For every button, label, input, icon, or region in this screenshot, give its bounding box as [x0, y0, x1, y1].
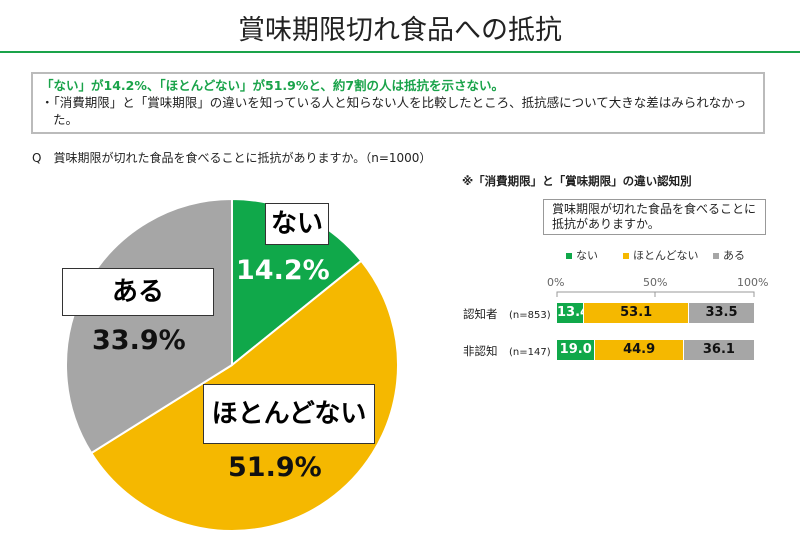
summary-box: 「ない」が14.2%、「ほとんどない」が51.9%と、約7割の人は抵抗を示さない…: [31, 72, 765, 134]
bar-segment-aru: 33.5: [689, 303, 754, 323]
legend-hotondo: ほとんどない: [623, 247, 698, 263]
bar-segment-aru: 36.1: [683, 340, 754, 360]
legend-swatch: [713, 253, 719, 259]
tick-50: 50%: [643, 276, 668, 289]
summary-bullet: ・「消費期限」と「賞味期限」の違いを知っている人と知らない人を比較したところ、抵…: [41, 95, 747, 127]
tick-0: 0%: [547, 276, 565, 289]
question-text: Q 賞味期限が切れた食品を食べることに抵抗がありますか。（n=1000）: [32, 151, 432, 165]
bar-question-box: 賞味期限が切れた食品を食べることに抵抗がありますか。: [543, 199, 766, 235]
tick-100: 100%: [737, 276, 769, 289]
summary-highlight: 「ない」が14.2%、「ほとんどない」が51.9%と、約7割の人は抵抗を示さない…: [41, 78, 505, 93]
row-label-ninchisha: 認知者 (n=853): [463, 307, 551, 321]
title-underline: [0, 51, 800, 53]
legend-aru: ある: [713, 247, 745, 263]
bar-segment-nai: 19.0: [557, 340, 595, 360]
bar-segment-hotondo: 44.9: [595, 340, 683, 360]
legend-nai: ない: [566, 247, 598, 263]
bar-segment-hotondo: 53.1: [584, 303, 688, 323]
bar-axis: [556, 291, 755, 297]
pie-value-hotondo: 51.9%: [228, 452, 322, 483]
row-label-hininchi: 非認知 (n=147): [463, 344, 551, 358]
legend-swatch: [623, 253, 629, 259]
bar-segment-nai: 13.4: [557, 303, 584, 323]
pie-value-aru: 33.9%: [92, 325, 186, 356]
bar-chart-title: ※「消費期限」と「賞味期限」の違い認知別: [462, 174, 692, 188]
pie-value-nai: 14.2%: [236, 255, 330, 286]
legend-swatch: [566, 253, 572, 259]
page-title: 賞味期限切れ食品への抵抗: [238, 15, 562, 46]
pie-label-nai: ない: [265, 203, 329, 245]
pie-label-hotondo: ほとんどない: [203, 384, 375, 444]
pie-label-aru: ある: [62, 268, 214, 316]
